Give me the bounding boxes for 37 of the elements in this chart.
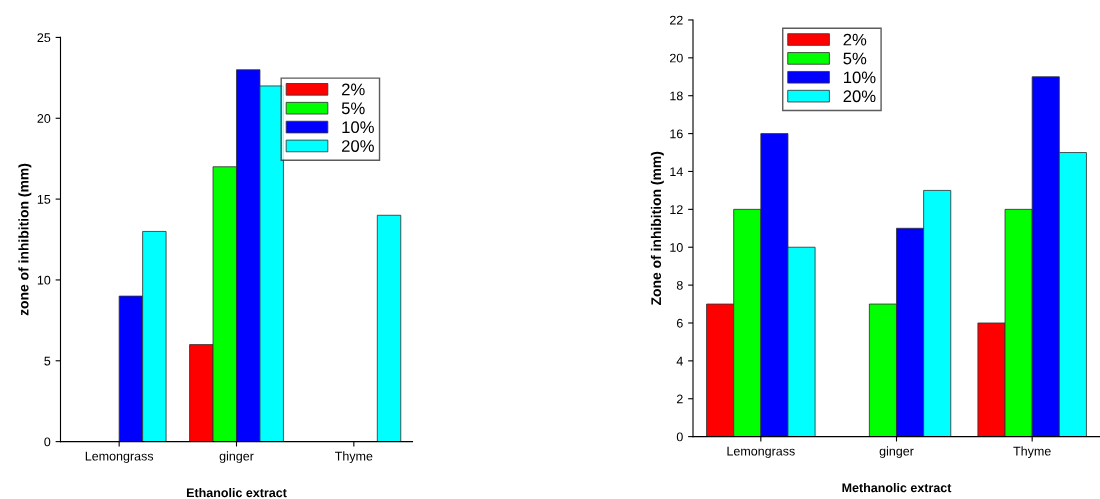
y-axis-title: Zone of inhibition (mm): [650, 151, 664, 306]
y-tick-label: 2: [676, 394, 683, 404]
x-tick-label: Lemongrass: [85, 451, 154, 463]
bar: [376, 214, 402, 442]
legend-label: 10%: [844, 71, 876, 84]
y-tick-label: 10: [670, 243, 683, 252]
y-tick-label: 16: [670, 129, 683, 139]
legend-label: 20%: [843, 90, 876, 103]
x-tick-label: ginger: [219, 451, 254, 463]
x-tick-label: Thyme: [335, 451, 373, 463]
y-tick-label: 12: [670, 205, 683, 214]
y-tick-label: 25: [37, 33, 51, 43]
y-tick-label: 4: [676, 356, 683, 366]
y-axis-title: zone of inhibition (mm): [18, 163, 32, 316]
y-tick-label: 0: [676, 432, 683, 442]
y-tick-label: 22: [670, 15, 683, 25]
y-tick-label: 0: [44, 437, 51, 447]
y-tick-label: 8: [676, 280, 683, 290]
y-tick-label: 18: [670, 91, 683, 101]
legend-label: 20%: [342, 140, 374, 152]
y-tick-label: 20: [670, 53, 683, 63]
x-tick-label: Thyme: [1013, 446, 1051, 458]
legend-label: 10%: [342, 121, 374, 134]
y-tick-label: 6: [676, 318, 683, 328]
legend-label: 2%: [843, 33, 867, 46]
x-axis-title: Ethanolic extract: [186, 487, 287, 498]
legend-label: 5%: [843, 52, 867, 65]
y-tick-label: 15: [37, 195, 51, 204]
x-tick-label: Lemongrass: [727, 446, 795, 458]
y-tick-label: 10: [37, 275, 51, 285]
y-tick-label: 20: [37, 114, 51, 123]
legend-label: 5%: [341, 102, 365, 115]
x-axis-title: Methanolic extract: [842, 483, 952, 493]
x-tick-label: ginger: [879, 446, 914, 458]
y-tick-label: 5: [44, 356, 51, 366]
legend-label: 2%: [342, 83, 365, 96]
y-tick-label: 14: [670, 167, 683, 176]
